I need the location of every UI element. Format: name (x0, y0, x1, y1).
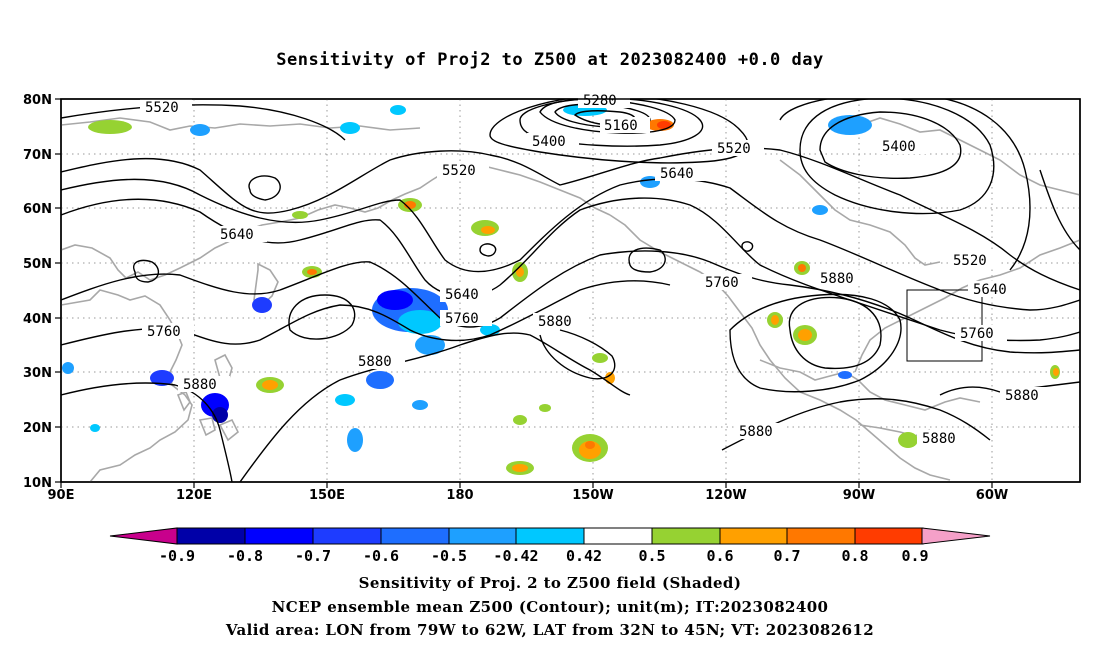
colorbar-swatch (854, 527, 923, 545)
contour-labels: 5520 5280 5160 5400 5520 5520 5400 5640 … (140, 93, 1052, 447)
colorbar-swatch (651, 527, 721, 545)
contour-label: 5640 (445, 287, 479, 303)
contour-label: 5880 (739, 424, 773, 440)
colorbar-swatch (515, 527, 585, 545)
colorbar-arrow-high (921, 527, 991, 545)
colorbar-label: -0.7 (295, 547, 331, 565)
lon-label: 90E (48, 488, 75, 503)
contour-label: 5880 (538, 314, 572, 330)
colorbar-label: 0.42 (566, 547, 602, 565)
contour-label: 5760 (960, 326, 994, 342)
lon-label: 60W (976, 488, 1008, 503)
colorbar (109, 527, 991, 545)
colorbar-swatch (719, 527, 788, 545)
contour-label: 5520 (442, 163, 476, 179)
contour-label: 5880 (820, 271, 854, 287)
contour-label: 5880 (922, 431, 956, 447)
contour-label: 5640 (660, 166, 694, 182)
colorbar-swatch (448, 527, 517, 545)
caption-line-1: Sensitivity of Proj. 2 to Z500 field (Sh… (358, 574, 742, 592)
lon-label: 180 (446, 488, 473, 503)
colorbar-label: 0.5 (638, 547, 665, 565)
contour-label: 5400 (532, 134, 566, 150)
lat-label: 60N (23, 202, 52, 217)
colorbar-label: -0.8 (227, 547, 263, 565)
map-grid (61, 99, 1080, 482)
colorbar-label: -0.9 (159, 547, 195, 565)
contour-label: 5760 (445, 311, 479, 327)
caption-line-3: Valid area: LON from 79W to 62W, LAT fro… (225, 621, 875, 639)
lon-label: 90W (843, 488, 875, 503)
colorbar-swatch (583, 527, 653, 545)
contour-label: 5520 (953, 253, 987, 269)
colorbar-label: 0.9 (901, 547, 928, 565)
contour-label: 5880 (358, 354, 392, 370)
contour-label: 5640 (973, 282, 1007, 298)
colorbar-swatch (380, 527, 450, 545)
lon-label: 120W (705, 488, 746, 503)
longitude-labels: 90E 120E 150E 180 150W 120W 90W 60W (48, 488, 1009, 503)
colorbar-label: -0.42 (493, 547, 538, 565)
lat-label: 30N (23, 366, 52, 381)
contour-label: 5520 (145, 100, 179, 116)
colorbar-label: -0.5 (431, 547, 467, 565)
lon-label: 150W (572, 488, 613, 503)
lat-label: 50N (23, 257, 52, 272)
lat-label: 20N (23, 421, 52, 436)
colorbar-label: 0.8 (841, 547, 868, 565)
contour-label: 5760 (705, 275, 739, 291)
lat-label: 40N (23, 312, 52, 327)
lat-label: 80N (23, 93, 52, 108)
lat-label: 70N (23, 148, 52, 163)
contour-label: 5880 (183, 377, 217, 393)
contour-label: 5280 (583, 93, 617, 109)
colorbar-swatch (312, 527, 382, 545)
contour-label: 5640 (220, 227, 254, 243)
lon-label: 120E (176, 488, 212, 503)
colorbar-swatch (244, 527, 314, 545)
contour-label: 5520 (717, 141, 751, 157)
axis-ticks (55, 98, 993, 488)
contour-label: 5880 (1005, 388, 1039, 404)
colorbar-arrow-low (109, 527, 178, 545)
contour-label: 5760 (147, 324, 181, 340)
caption-line-2: NCEP ensemble mean Z500 (Contour); unit(… (271, 598, 829, 616)
lon-label: 150E (309, 488, 345, 503)
contour-label: 5160 (604, 118, 638, 134)
colorbar-label: 0.7 (773, 547, 800, 565)
page-title: Sensitivity of Proj2 to Z500 at 20230824… (276, 50, 824, 70)
colorbar-label: -0.6 (363, 547, 399, 565)
colorbar-swatch (786, 527, 856, 545)
contour-label: 5400 (882, 139, 916, 155)
colorbar-label: 0.6 (706, 547, 733, 565)
colorbar-swatch (176, 527, 246, 545)
colorbar-labels: -0.9 -0.8 -0.7 -0.6 -0.5 -0.42 0.42 0.5 … (159, 547, 929, 565)
latitude-labels: 80N 70N 60N 50N 40N 30N 20N 10N (23, 93, 52, 491)
lat-label: 10N (23, 476, 52, 491)
